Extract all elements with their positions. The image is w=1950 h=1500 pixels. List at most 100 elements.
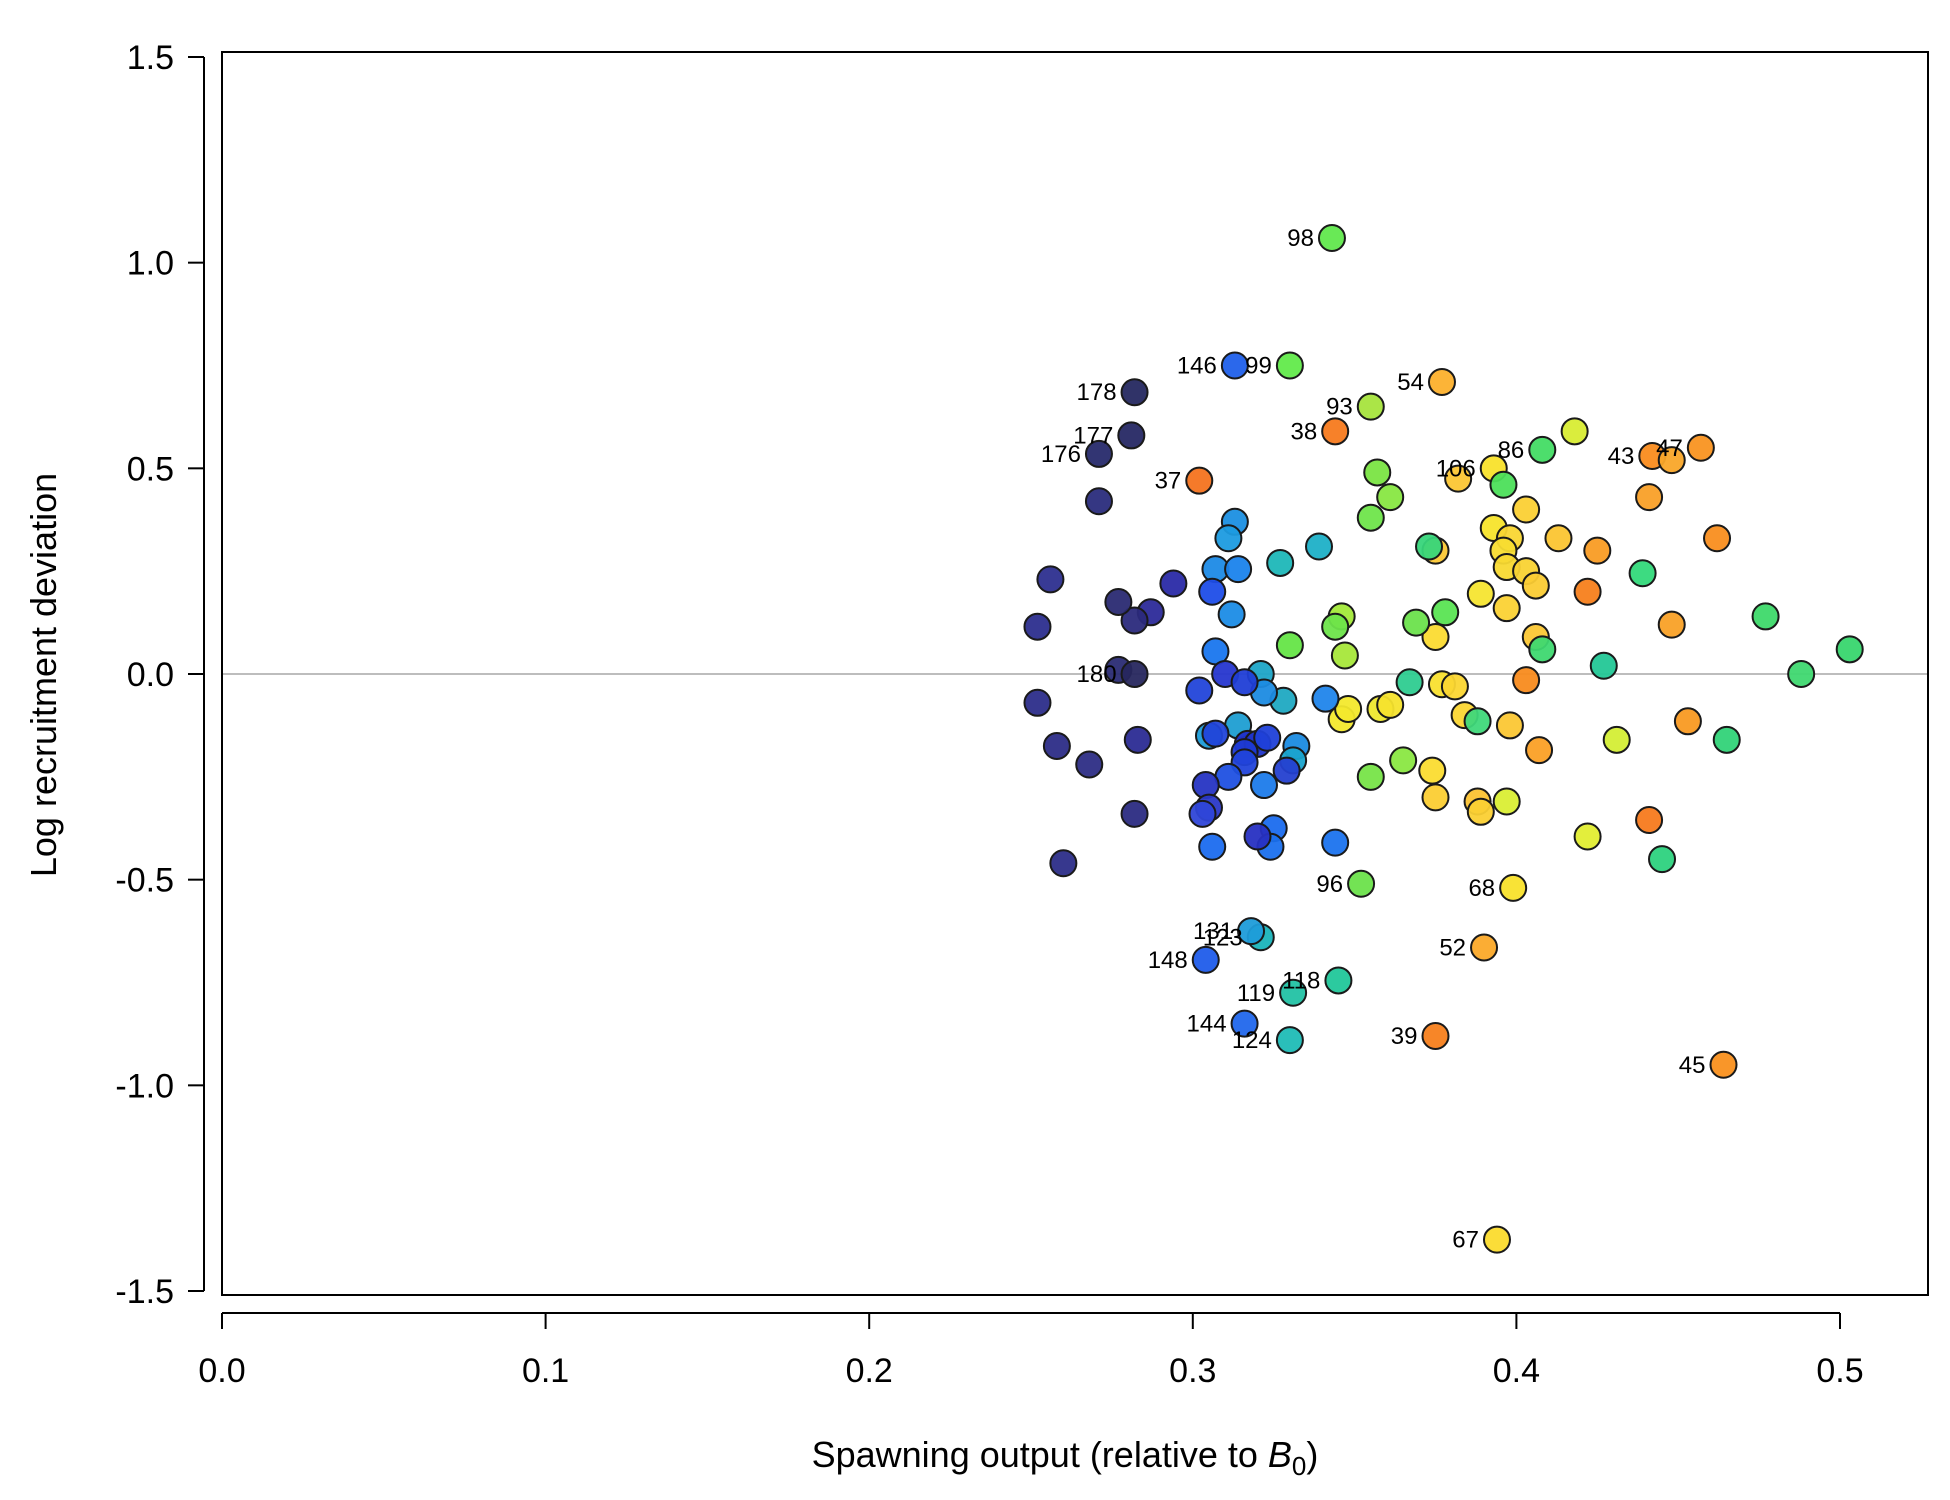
x-axis-title-text: Spawning output (relative to (812, 1434, 1268, 1475)
data-point (1421, 783, 1450, 812)
data-point (1525, 736, 1554, 765)
data-point (1573, 822, 1602, 851)
data-point (1421, 1021, 1450, 1050)
data-point (1521, 571, 1550, 600)
point-label: 47 (1656, 435, 1683, 462)
data-point (1657, 446, 1686, 475)
point-label: 68 (1468, 875, 1495, 902)
y-axis-title: Log recruitment deviation (23, 473, 64, 877)
data-point (1495, 711, 1524, 740)
data-point (1544, 524, 1573, 553)
data-point (1418, 756, 1447, 785)
data-point (1376, 483, 1405, 512)
data-point (1363, 458, 1392, 487)
data-point (1049, 849, 1078, 878)
data-point (1117, 421, 1146, 450)
data-point (1440, 672, 1469, 701)
point-label: 39 (1391, 1023, 1418, 1050)
point-label: 118 (1282, 967, 1320, 994)
data-point (1275, 631, 1304, 660)
y-tick-label: -1.0 (115, 1067, 174, 1105)
data-point (1573, 577, 1602, 606)
point-label: 93 (1326, 394, 1353, 421)
data-point (1356, 503, 1385, 532)
data-point (1275, 351, 1304, 380)
data-point (1657, 610, 1686, 639)
x-tick-label: 0.3 (1169, 1352, 1216, 1390)
axes: -1.5 -1.0 -0.5 0.0 0.5 1.0 1.5 0.0 0.1 0.2 0.3 0.4 0… (115, 39, 1929, 1390)
data-point (1120, 799, 1149, 828)
data-point (1201, 719, 1230, 748)
x-tick-label: 0.1 (522, 1352, 569, 1390)
data-point (1188, 799, 1217, 828)
data-point (1528, 635, 1557, 664)
point-label: 37 (1155, 468, 1182, 495)
point-label: 99 (1245, 353, 1272, 380)
y-tick-label: 0.0 (127, 656, 174, 694)
data-point (1104, 588, 1133, 617)
point-label: 38 (1290, 418, 1317, 445)
data-point (1120, 660, 1149, 688)
data-point (1185, 466, 1214, 495)
data-point (1482, 1225, 1511, 1254)
data-point (1191, 945, 1220, 974)
data-point (1395, 668, 1424, 697)
data-point (1787, 660, 1816, 688)
y-tick-label: -0.5 (115, 862, 174, 900)
data-point (1686, 433, 1715, 462)
data-point (1230, 668, 1259, 697)
x-tick-label: 0.2 (846, 1352, 893, 1390)
point-label: 146 (1177, 353, 1217, 380)
data-point (1402, 608, 1431, 637)
data-point (1635, 483, 1664, 512)
data-point (1673, 707, 1702, 736)
data-point (1444, 464, 1473, 493)
data-point (1751, 602, 1780, 631)
data-point (1470, 933, 1499, 962)
x-axis-title: Spawning output (relative to B0) (812, 1434, 1319, 1481)
data-point (1311, 684, 1340, 713)
point-label: 180 (1077, 661, 1117, 688)
data-point (1330, 641, 1359, 670)
point-label: 106 (1436, 455, 1476, 482)
data-point (1389, 746, 1418, 775)
data-point (1628, 559, 1657, 588)
y-tick-label: 1.0 (127, 245, 174, 283)
x-axis-title-subscript: 0 (1292, 1451, 1306, 1481)
data-point (1421, 622, 1450, 651)
data-point (1198, 832, 1227, 861)
data-point (1415, 532, 1444, 561)
data-point (1324, 966, 1353, 995)
x-tick-label: 0.5 (1816, 1352, 1863, 1390)
data-point (1120, 378, 1149, 407)
point-label: 119 (1237, 980, 1275, 1007)
data-point (1602, 725, 1631, 754)
data-point (1512, 495, 1541, 524)
data-point (1466, 797, 1495, 826)
data-point (1214, 524, 1243, 553)
data-point (1305, 532, 1334, 561)
data-point (1279, 978, 1308, 1007)
data-point (1712, 725, 1741, 754)
data-point (1237, 917, 1266, 946)
x-axis-title-symbol: B (1268, 1434, 1292, 1475)
data-point (1512, 666, 1541, 695)
data-point (1589, 651, 1618, 680)
point-label: 43 (1608, 443, 1635, 470)
plot-frame (221, 51, 1929, 1296)
data-point (1120, 606, 1149, 635)
data-point (1224, 555, 1253, 584)
y-tick-label: 1.5 (127, 39, 174, 77)
point-label: 98 (1287, 225, 1314, 252)
data-point (1427, 367, 1456, 396)
x-tick-label: 0.0 (198, 1352, 245, 1390)
point-label: 67 (1452, 1227, 1479, 1254)
point-label: 96 (1316, 871, 1343, 898)
data-point (1023, 612, 1052, 641)
data-point (1703, 524, 1732, 553)
data-point (1492, 594, 1521, 623)
point-label: 144 (1187, 1011, 1227, 1038)
data-point (1123, 725, 1152, 754)
data-point (1075, 750, 1104, 779)
data-point (1466, 579, 1495, 608)
